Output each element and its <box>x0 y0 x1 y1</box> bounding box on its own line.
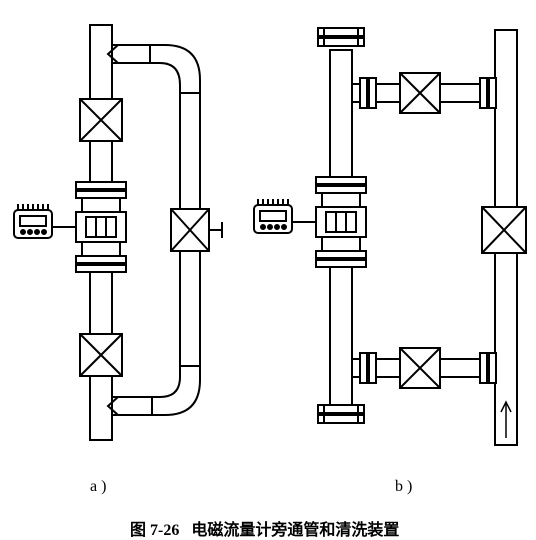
caption-prefix: 图 7-26 <box>130 522 179 539</box>
label-a: a ) <box>90 478 106 496</box>
valve-bypass-a <box>171 209 222 251</box>
valve-branch-top-b <box>400 73 440 113</box>
diagram-b <box>254 28 526 445</box>
flange-top-b <box>318 28 364 46</box>
valve-main-bottom-a <box>80 334 122 376</box>
transmitter-b <box>254 199 316 233</box>
flowmeter-a <box>14 182 126 272</box>
valve-main-top-a <box>80 99 122 141</box>
figure-caption: 图 7-26 电磁流量计旁通管和清洗装置 <box>130 516 399 540</box>
valve-branch-bottom-b <box>400 348 440 388</box>
label-b: b ) <box>395 478 412 496</box>
transmitter-a <box>14 204 76 238</box>
piping-diagram-svg <box>0 0 536 539</box>
flowmeter-b <box>254 177 366 267</box>
flange-bottom-b <box>318 405 364 423</box>
valve-side-b <box>482 207 526 253</box>
diagram-container: a ) b ) 图 7-26 电磁流量计旁通管和清洗装置 <box>0 0 536 539</box>
caption-text: 电磁流量计旁通管和清洗装置 <box>191 522 399 539</box>
diagram-a <box>14 25 222 440</box>
